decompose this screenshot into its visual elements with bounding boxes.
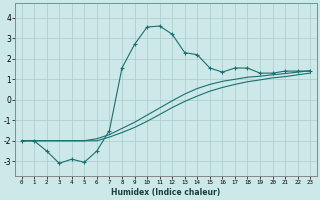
X-axis label: Humidex (Indice chaleur): Humidex (Indice chaleur) [111, 188, 220, 197]
